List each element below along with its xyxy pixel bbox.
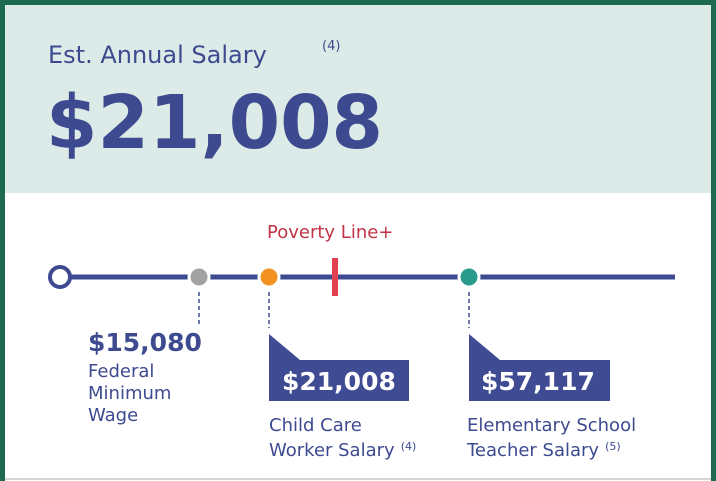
callout	[269, 334, 409, 401]
marker-amount: $21,008	[282, 367, 396, 396]
marker-dot	[257, 265, 281, 289]
marker-1: $21,008 Child Care Worker Salary (4)	[257, 265, 416, 461]
header-panel	[0, 0, 716, 193]
marker-0: $15,080 Federal Minimum Wage	[88, 265, 211, 426]
marker-label: Elementary School	[467, 415, 636, 436]
label-text: Worker Salary	[269, 440, 395, 461]
marker-label: Worker Salary (4)	[269, 440, 416, 461]
header-note: (4)	[322, 39, 340, 54]
poverty-label: Poverty Line+	[267, 222, 393, 243]
label-note: (4)	[401, 440, 417, 453]
marker-label: Minimum	[88, 383, 171, 404]
marker-amount: $57,117	[481, 367, 595, 396]
marker-dot	[187, 265, 211, 289]
header-title: Est. Annual Salary	[48, 41, 267, 69]
marker-dot	[457, 265, 481, 289]
marker-amount: $15,080	[88, 328, 202, 357]
callout	[469, 334, 610, 401]
label-text: Teacher Salary	[466, 440, 599, 461]
marker-label: Teacher Salary (5)	[466, 440, 621, 461]
marker-2: $57,117 Elementary School Teacher Salary…	[457, 265, 636, 461]
start-dot	[48, 265, 72, 289]
marker-label: Wage	[88, 405, 138, 426]
poverty-marker	[332, 258, 338, 296]
marker-label: Federal	[88, 361, 154, 382]
marker-label: Child Care	[269, 415, 362, 436]
label-note: (5)	[605, 440, 621, 453]
header-amount: $21,008	[46, 80, 383, 166]
